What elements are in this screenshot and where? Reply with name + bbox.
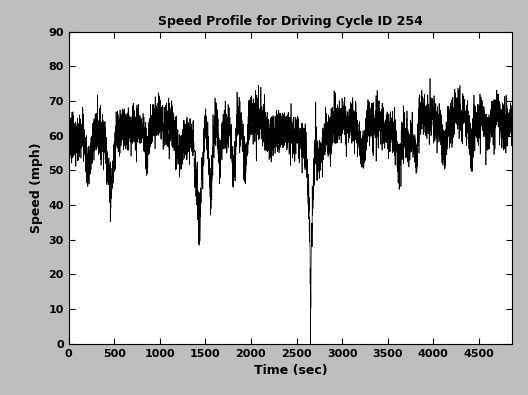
Title: Speed Profile for Driving Cycle ID 254: Speed Profile for Driving Cycle ID 254	[158, 15, 423, 28]
X-axis label: Time (sec): Time (sec)	[253, 364, 327, 377]
Y-axis label: Speed (mph): Speed (mph)	[30, 142, 43, 233]
